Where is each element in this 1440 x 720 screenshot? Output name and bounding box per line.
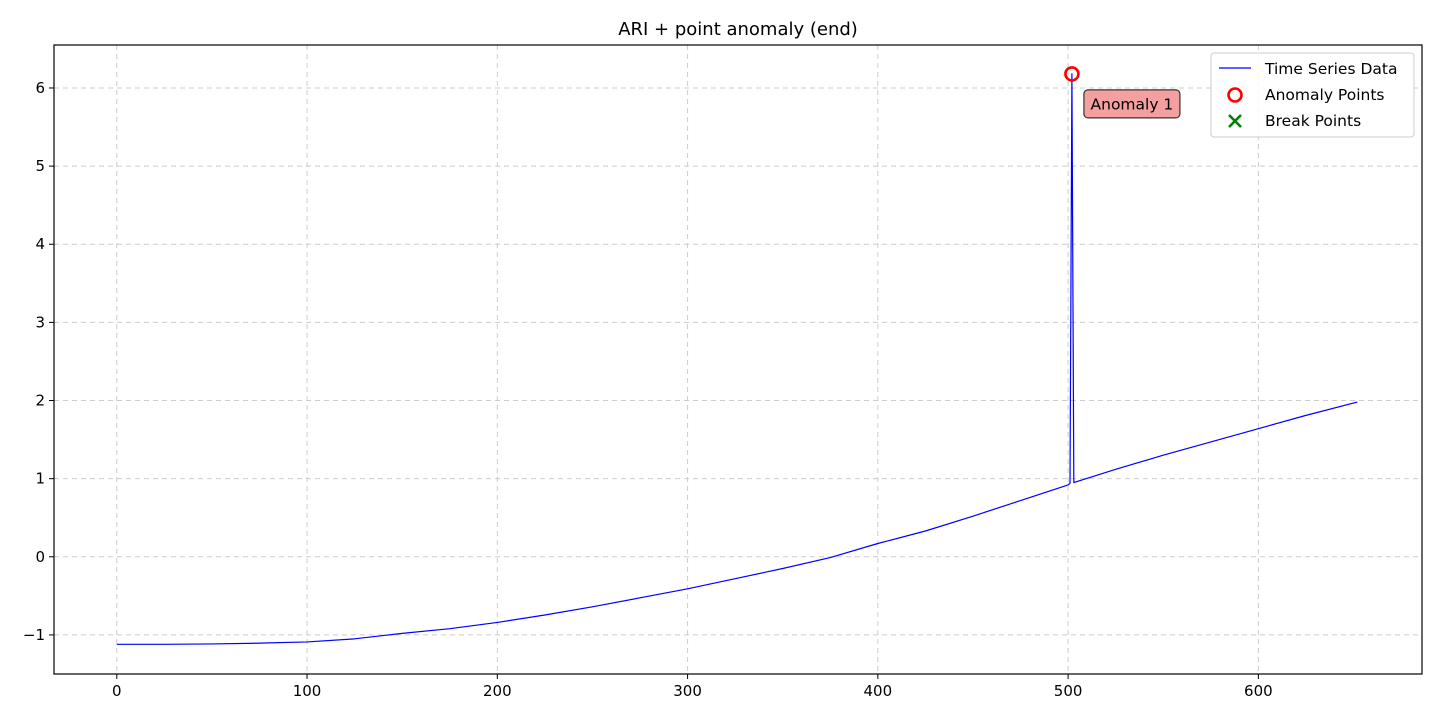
y-tick-label: 1	[35, 470, 45, 488]
y-tick-label: 5	[35, 157, 45, 175]
x-tick-label: 500	[1054, 682, 1083, 700]
y-tick-label: 4	[35, 235, 45, 253]
y-tick-label: 2	[35, 392, 45, 410]
legend-item: Time Series Data	[1219, 60, 1397, 78]
x-tick-label: 0	[112, 682, 122, 700]
annotation-background	[1083, 89, 1181, 119]
grid	[54, 45, 1422, 674]
y-tick-label: −1	[23, 626, 45, 644]
time-series-line	[116, 73, 1358, 645]
x-tick-label: 100	[293, 682, 322, 700]
y-tick-label: 6	[35, 79, 45, 97]
x-axis: 0 100 200 300 400 500 600	[112, 674, 1273, 700]
y-tick-label: 0	[35, 548, 45, 566]
annotation-label: Anomaly 1	[1091, 95, 1174, 113]
x-tick-label: 600	[1244, 682, 1273, 700]
legend-item: Break Points	[1228, 112, 1361, 130]
plot-area	[116, 66, 1358, 645]
x-tick-label: 300	[673, 682, 702, 700]
legend-item: Anomaly Points	[1227, 86, 1384, 104]
legend-label: Break Points	[1265, 112, 1361, 130]
annotation-box: Anomaly 1	[1083, 89, 1181, 119]
x-tick-label: 400	[864, 682, 893, 700]
chart-title: ARI + point anomaly (end)	[618, 19, 858, 40]
y-tick-label: 3	[35, 313, 45, 331]
annotations: Anomaly 1	[1083, 89, 1181, 119]
legend-x-swatch	[1228, 114, 1242, 128]
legend-label: Time Series Data	[1264, 60, 1397, 78]
legend: Time Series Data Anomaly Points Break Poin…	[1210, 52, 1415, 138]
legend-label: Anomaly Points	[1265, 86, 1384, 104]
legend-circle-swatch	[1227, 87, 1243, 103]
legend-box	[1210, 52, 1415, 138]
x-tick-label: 200	[483, 682, 512, 700]
anomaly-point	[1064, 66, 1080, 82]
axes-frame	[53, 44, 1423, 675]
y-axis: −1 0 1 2 3 4 5 6	[23, 79, 54, 644]
